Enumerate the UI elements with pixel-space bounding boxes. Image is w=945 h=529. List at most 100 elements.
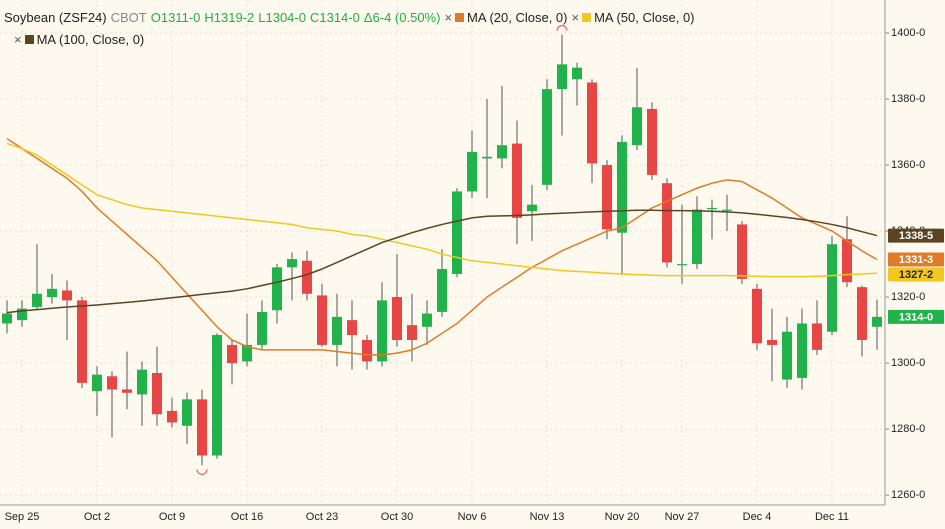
header: Soybean (ZSF24) CBOT O1311-0 H1319-2 L1304-0…	[4, 10, 699, 25]
remove-icon[interactable]: ×	[444, 10, 453, 25]
candle-body	[617, 141, 627, 233]
candle-body	[782, 331, 792, 380]
x-tick-label: Dec 11	[815, 511, 849, 523]
candle-body	[227, 344, 237, 364]
header-line-2: × MA (100, Close, 0)	[14, 32, 148, 47]
x-tick-label: Oct 30	[381, 511, 413, 523]
candle-body	[692, 209, 702, 265]
candle-body	[257, 311, 267, 345]
candle-body	[92, 374, 102, 392]
low-marker	[196, 469, 208, 475]
quote-high: H1319-2	[204, 10, 255, 25]
candle-body	[527, 204, 537, 212]
x-tick-label: Nov 27	[665, 511, 700, 523]
candle-body	[182, 399, 192, 426]
x-tick-label: Oct 23	[306, 511, 338, 523]
candle-body	[707, 207, 717, 210]
y-tick-label: 1280-0	[891, 423, 925, 435]
price-tag-label: 1331-3	[899, 254, 933, 266]
price-tag	[888, 252, 944, 267]
candle-body	[467, 151, 477, 192]
candle-body	[572, 67, 582, 80]
candle-body	[482, 156, 492, 159]
x-tick-label: Dec 4	[743, 511, 772, 523]
price-tag	[888, 228, 944, 243]
x-tick-label: Sep 25	[5, 511, 40, 523]
price-tag-label: 1338-5	[899, 230, 933, 242]
legend-swatch	[455, 13, 465, 22]
exchange: CBOT	[110, 10, 147, 25]
candle-body	[17, 308, 27, 321]
symbol: Soybean (ZSF24)	[4, 10, 107, 25]
candle-body	[647, 108, 657, 175]
candle-body	[77, 300, 87, 383]
y-tick-label: 1300-0	[891, 357, 925, 369]
x-tick-label: Nov 6	[458, 511, 487, 523]
candle-body	[107, 376, 117, 390]
candle-body	[737, 224, 747, 279]
candle-body	[557, 64, 567, 90]
candle-body	[287, 259, 297, 268]
candle-body	[362, 339, 372, 362]
y-tick-label: 1320-0	[891, 291, 925, 303]
candle-body	[602, 165, 612, 230]
y-tick-label: 1380-0	[891, 93, 925, 105]
y-tick-label: 1360-0	[891, 159, 925, 171]
x-tick-label: Oct 2	[84, 511, 110, 523]
candle-body	[827, 244, 837, 332]
candle-body	[47, 288, 57, 298]
candle-body	[152, 372, 162, 415]
candle-body	[62, 290, 72, 301]
candle-body	[332, 316, 342, 345]
price-tag	[888, 309, 944, 324]
legend-entry[interactable]: MA (100, Close, 0)	[36, 32, 145, 47]
candle-body	[452, 191, 462, 274]
candle-body	[242, 344, 252, 362]
price-tag	[888, 267, 944, 282]
remove-icon[interactable]: ×	[14, 32, 22, 47]
candle-body	[797, 323, 807, 378]
candle-body	[857, 287, 867, 340]
candle-body	[347, 320, 357, 336]
candle-body	[137, 369, 147, 395]
quote-change: Δ6-4 (0.50%)	[363, 10, 441, 25]
candle-body	[197, 399, 207, 456]
candle-body	[842, 239, 852, 283]
candle-body	[767, 339, 777, 345]
remove-icon[interactable]: ×	[571, 10, 580, 25]
candle-body	[722, 209, 732, 211]
candle-body	[302, 260, 312, 294]
candle-body	[632, 107, 642, 146]
price-tag-label: 1314-0	[899, 311, 933, 323]
candle-body	[167, 410, 177, 423]
candle-body	[872, 316, 882, 327]
candle-body	[2, 313, 12, 324]
candle-body	[437, 269, 447, 312]
candle-body	[122, 389, 132, 393]
quote-low: L1304-0	[258, 10, 306, 25]
candle-body	[377, 300, 387, 362]
candle-body	[212, 335, 222, 456]
legend-swatch	[24, 35, 34, 44]
quote-open: O1311-0	[150, 10, 201, 25]
legend-entry[interactable]: MA (20, Close, 0)	[467, 10, 568, 25]
candle-body	[392, 297, 402, 340]
ma-line	[6, 209, 878, 314]
candle-body	[497, 145, 507, 159]
candle-body	[272, 267, 282, 311]
candle-body	[752, 288, 762, 344]
quote-close: C1314-0	[309, 10, 360, 25]
ma-line	[6, 138, 878, 356]
candle-body	[587, 82, 597, 164]
ma-line	[6, 142, 878, 278]
legend-entry[interactable]: MA (50, Close, 0)	[594, 10, 695, 25]
candle-body	[512, 143, 522, 218]
candle-body	[677, 264, 687, 266]
candle-body	[662, 183, 672, 263]
x-tick-label: Oct 16	[231, 511, 263, 523]
price-tag-label: 1327-2	[899, 269, 933, 281]
y-tick-label: 1260-0	[891, 489, 925, 501]
candle-body	[422, 313, 432, 327]
candle-body	[32, 293, 42, 307]
